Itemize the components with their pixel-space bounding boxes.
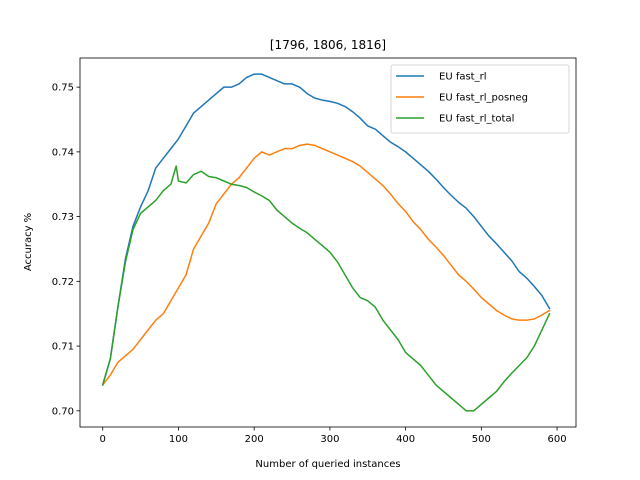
x-axis-title: Number of queried instances [255,459,400,470]
x-tick-label: 500 [472,434,491,445]
y-tick-label: 0.72 [52,277,74,288]
x-tick-label: 100 [169,434,188,445]
legend-box [390,64,570,134]
series-line-2 [101,143,551,386]
x-tick-label: 0 [100,434,106,445]
y-tick-label: 0.74 [52,147,74,158]
legend-label: EU fast_rl_total [439,114,514,125]
y-tick-label: 0.71 [52,342,74,353]
legend: EU fast_rl EU fast_rl_posneg EU fast_rl_to… [390,64,570,134]
series-layer [101,73,551,412]
x-axis: 0 100 200 300 400 500 600 [100,427,567,445]
chart-title: [1796, 1806, 1816] [270,38,386,52]
legend-label: EU fast_rl [439,72,487,83]
x-tick-label: 300 [320,434,339,445]
y-axis: 0.70 0.71 0.72 0.73 0.74 0.75 [52,83,80,417]
x-tick-label: 200 [245,434,264,445]
y-tick-label: 0.70 [52,406,74,417]
y-tick-label: 0.73 [52,212,74,223]
legend-label: EU fast_rl_posneg [439,93,528,104]
y-axis-title: Accuracy % [23,213,34,271]
series-line-1 [101,73,551,386]
plot-frame [79,57,577,428]
x-tick-label: 600 [548,434,567,445]
series-line-3 [101,165,551,412]
y-tick-label: 0.75 [52,83,74,94]
x-tick-label: 400 [396,434,415,445]
